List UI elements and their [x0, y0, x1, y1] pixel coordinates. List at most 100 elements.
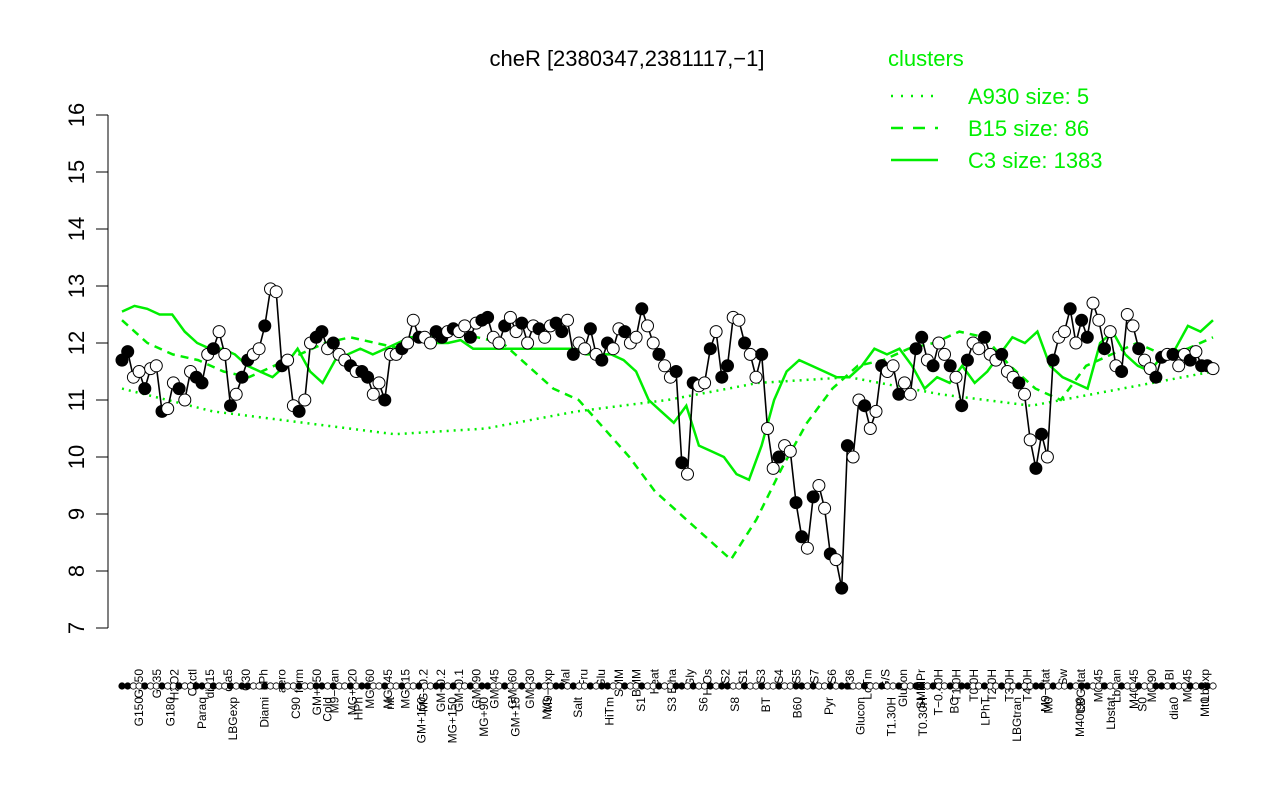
- data-point: [458, 319, 472, 333]
- x-tick-label: GM+150: [310, 669, 324, 716]
- data-point: [481, 310, 495, 324]
- x-tick-label: MG+45: [381, 669, 395, 709]
- x-tick-label: Heat: [647, 668, 661, 694]
- data-point: [1035, 427, 1049, 441]
- data-point: [366, 387, 380, 401]
- data-point: [195, 376, 209, 390]
- data-point: [595, 353, 609, 367]
- data-point: [835, 581, 849, 595]
- legend-label: C3 size: 1383: [968, 148, 1103, 173]
- data-point: [1126, 319, 1140, 333]
- data-point: [292, 404, 306, 418]
- x-tick-label: S8: [728, 697, 742, 712]
- data-point: [206, 342, 220, 356]
- data-point: [1115, 365, 1129, 378]
- data-point: [1018, 387, 1031, 401]
- data-point: [926, 359, 940, 373]
- x-tick-label: HiTm: [602, 697, 616, 726]
- x-tick-label: GM+150: [414, 697, 428, 744]
- data-point: [149, 359, 163, 373]
- legend: clusters A930 size: 5 B15 size: 86 C3 size…: [888, 46, 1103, 173]
- x-tick-label: Lbstat: [1104, 696, 1118, 729]
- data-point: [629, 330, 643, 344]
- x-tick-label: G150: [132, 697, 146, 727]
- data-point: [1098, 342, 1111, 356]
- data-point: [121, 345, 135, 359]
- x-tick-label: LPhT: [979, 696, 993, 725]
- data-point: [766, 461, 780, 475]
- data-point: [938, 347, 951, 361]
- data-point: [840, 439, 854, 453]
- data-point: [681, 467, 694, 481]
- x-tick-label: LBGexp: [226, 697, 240, 741]
- data-point: [846, 450, 860, 464]
- data-point: [932, 336, 946, 350]
- data-point: [1103, 325, 1117, 339]
- x-tick-label: BC: [947, 697, 961, 714]
- data-point: [424, 336, 437, 350]
- data-point: [578, 342, 592, 356]
- data-point: [949, 370, 963, 384]
- x-tick-label: LBGtran: [1010, 697, 1024, 742]
- series-line-b15: [121, 319, 1214, 562]
- y-tick-label: 12: [64, 331, 89, 355]
- data-point: [566, 347, 580, 361]
- x-tick-label: G180: [164, 697, 178, 727]
- x-tick-label: S3: [754, 669, 768, 684]
- data-point: [709, 325, 723, 339]
- data-point: [315, 325, 329, 339]
- data-point: [1046, 353, 1060, 367]
- data-point: [1149, 370, 1163, 384]
- data-point: [749, 370, 763, 384]
- data-point: [132, 365, 146, 378]
- x-tick-label: BI: [1163, 669, 1177, 680]
- data-point: [1029, 461, 1043, 475]
- x-tick-label: Pyr: [822, 697, 836, 715]
- x-tick-label: M9−exp: [541, 669, 555, 712]
- data-point: [492, 336, 506, 350]
- y-tick-label: 8: [64, 565, 89, 577]
- y-tick-label: 10: [64, 445, 89, 469]
- data-point: [538, 330, 552, 344]
- x-tick-label: S1: [634, 697, 648, 712]
- data-point: [641, 319, 654, 333]
- data-point: [915, 330, 929, 344]
- data-point: [1172, 359, 1186, 373]
- data-point: [561, 313, 574, 327]
- data-point: [1086, 296, 1100, 310]
- data-point: [229, 387, 243, 401]
- data-point: [732, 313, 746, 327]
- x-tick-label: M9−stat: [1038, 668, 1052, 712]
- data-point: [269, 285, 283, 299]
- data-point: [943, 359, 957, 373]
- x-tick-label: Glucon: [853, 697, 867, 735]
- x-tick-label: MG+60: [363, 669, 377, 709]
- x-tick-label: S6: [825, 669, 839, 684]
- data-point: [789, 496, 803, 510]
- chart-title: cheR [2380347,2381117,−1]: [489, 46, 764, 71]
- data-point: [378, 393, 392, 407]
- data-point: [652, 347, 666, 361]
- x-tick-label: S1: [736, 669, 750, 684]
- data-point: [258, 319, 272, 333]
- data-point: [978, 330, 991, 344]
- data-point: [1075, 313, 1089, 327]
- data-point: [903, 387, 917, 401]
- data-point: [698, 376, 712, 390]
- data-point: [972, 342, 986, 356]
- y-tick-label: 16: [64, 103, 89, 127]
- x-tick-label: S4: [772, 669, 786, 684]
- data-point: [658, 359, 672, 373]
- x-tick-label: S7: [807, 669, 821, 684]
- data-point: [761, 422, 774, 435]
- x-tick-label: S0: [1135, 697, 1149, 712]
- y-axis: 7 8 9 10 11 12 13 14 15 16: [64, 103, 109, 634]
- data-point: [1166, 347, 1180, 361]
- data-point: [886, 359, 900, 373]
- data-point: [1023, 433, 1037, 447]
- x-tick-label: LBGstat: [1074, 668, 1088, 712]
- data-point: [252, 342, 266, 356]
- plot-area: [115, 282, 1220, 595]
- y-tick-label: 11: [64, 389, 89, 412]
